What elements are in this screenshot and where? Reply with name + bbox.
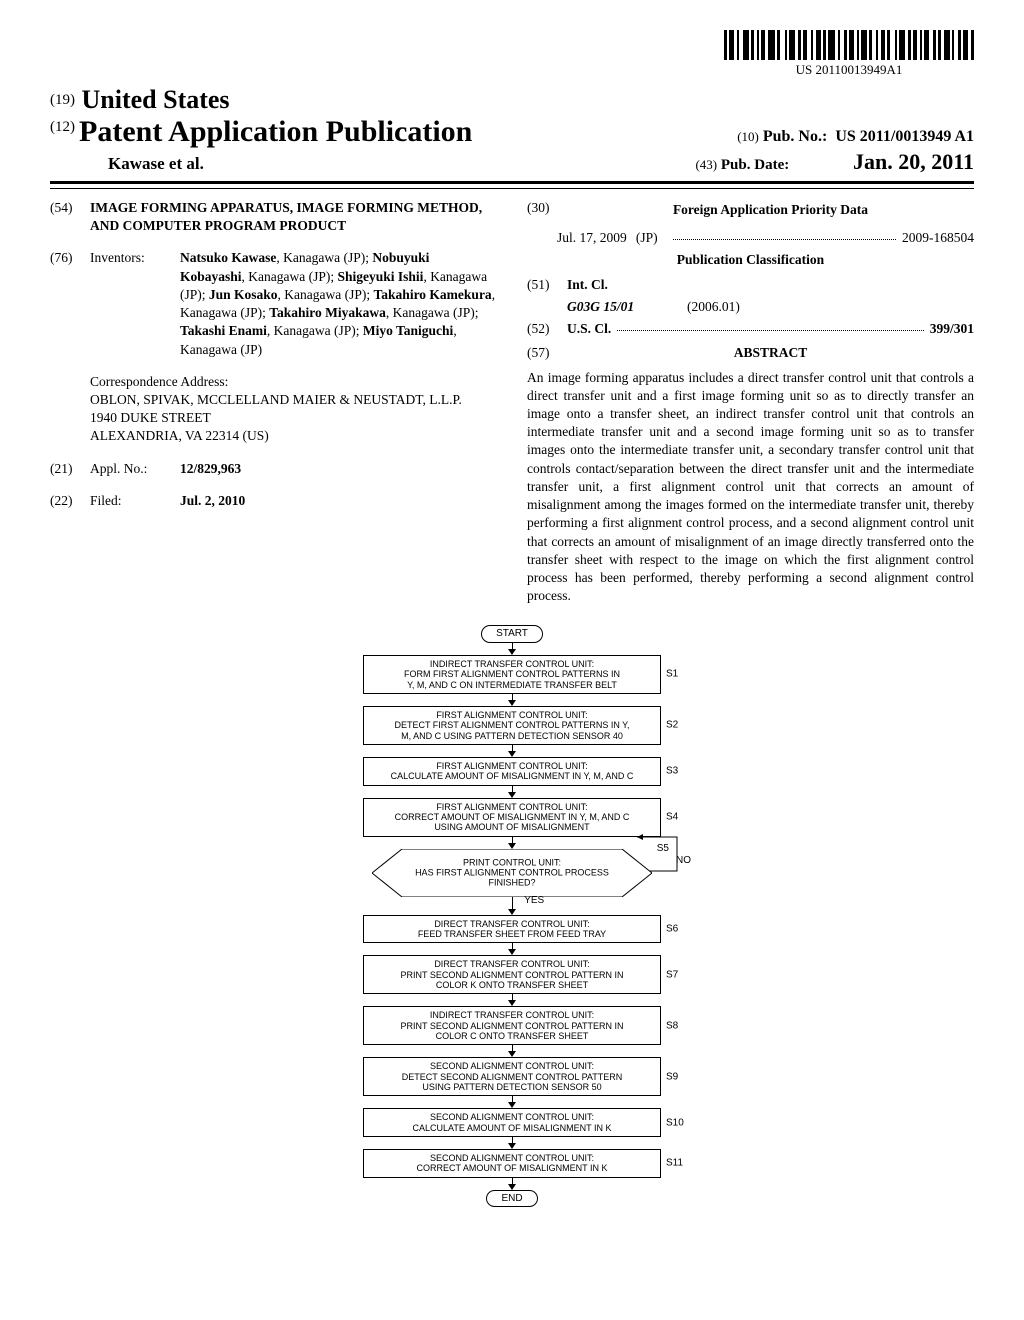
flowchart: START INDIRECT TRANSFER CONTROL UNIT: FO… bbox=[357, 625, 667, 1207]
flow-step-text: DIRECT TRANSFER CONTROL UNIT: FEED TRANS… bbox=[418, 919, 606, 939]
abstract-head: ABSTRACT bbox=[734, 345, 808, 360]
dotted-leader bbox=[673, 229, 896, 240]
applno-code: (21) bbox=[50, 460, 90, 478]
barcode-stripes bbox=[724, 30, 974, 60]
flow-step-tag: S8 bbox=[666, 1020, 678, 1032]
country: United States bbox=[82, 85, 230, 114]
rule-thin bbox=[50, 188, 974, 189]
flow-step-text: FIRST ALIGNMENT CONTROL UNIT: CALCULATE … bbox=[391, 761, 634, 781]
inventors-label: Inventors: bbox=[90, 249, 180, 358]
title-code: (54) bbox=[50, 199, 90, 235]
flow-step-s2: FIRST ALIGNMENT CONTROL UNIT: DETECT FIR… bbox=[363, 706, 661, 745]
foreign-date: Jul. 17, 2009 bbox=[557, 229, 627, 247]
flow-step-tag: S4 bbox=[666, 811, 678, 823]
correspondence-address: OBLON, SPIVAK, MCCLELLAND MAIER & NEUSTA… bbox=[90, 391, 497, 446]
foreign-cc: (JP) bbox=[627, 229, 667, 247]
flow-end: END bbox=[486, 1190, 537, 1208]
dotted-leader bbox=[617, 320, 923, 331]
flow-step-tag: S7 bbox=[666, 969, 678, 981]
flow-step-text: SECOND ALIGNMENT CONTROL UNIT: CALCULATE… bbox=[412, 1112, 611, 1132]
foreign-head: Foreign Application Priority Data bbox=[567, 201, 974, 219]
flow-step-s7: DIRECT TRANSFER CONTROL UNIT: PRINT SECO… bbox=[363, 955, 661, 994]
intcl-code: (51) bbox=[527, 276, 567, 294]
flow-step-s4: FIRST ALIGNMENT CONTROL UNIT: CORRECT AM… bbox=[363, 798, 661, 837]
intcl-label: Int. Cl. bbox=[567, 277, 608, 292]
decision-yes-label: YES bbox=[524, 895, 544, 907]
pubdate: Jan. 20, 2011 bbox=[853, 149, 974, 174]
filed-code: (22) bbox=[50, 492, 90, 510]
flow-step-tag: S1 bbox=[666, 669, 678, 681]
intcl-version: (2006.01) bbox=[687, 298, 740, 316]
abstract-text: An image forming apparatus includes a di… bbox=[527, 369, 974, 606]
inventors-code: (76) bbox=[50, 249, 90, 358]
pubno-code: (10) bbox=[737, 129, 759, 144]
decision-no-label: NO bbox=[676, 855, 691, 867]
barcode-block: US 20110013949A1 bbox=[50, 30, 974, 79]
classification-head: Publication Classification bbox=[527, 251, 974, 269]
inventors-list: Natsuko Kawase, Kanagawa (JP); Nobuyuki … bbox=[180, 249, 497, 358]
country-code: (19) bbox=[50, 92, 75, 108]
flow-step-text: SECOND ALIGNMENT CONTROL UNIT: CORRECT A… bbox=[416, 1153, 607, 1173]
flow-step-tag: S11 bbox=[666, 1158, 683, 1170]
foreign-code: (30) bbox=[527, 199, 567, 225]
filed-label: Filed: bbox=[90, 492, 180, 510]
authors: Kawase et al. bbox=[50, 154, 204, 174]
uscl-code: (52) bbox=[527, 320, 567, 338]
pubdate-code: (43) bbox=[695, 157, 717, 172]
flow-step-text: INDIRECT TRANSFER CONTROL UNIT: PRINT SE… bbox=[400, 1010, 623, 1041]
flow-step-text: DIRECT TRANSFER CONTROL UNIT: PRINT SECO… bbox=[400, 959, 623, 990]
rule-thick bbox=[50, 181, 974, 184]
flow-step-text: PRINT CONTROL UNIT: HAS FIRST ALIGNMENT … bbox=[400, 857, 624, 888]
flow-step-s10: SECOND ALIGNMENT CONTROL UNIT: CALCULATE… bbox=[363, 1108, 661, 1137]
flow-step-tag: S10 bbox=[666, 1117, 684, 1129]
flow-step-tag: S6 bbox=[666, 923, 678, 935]
applno-label: Appl. No.: bbox=[90, 460, 180, 478]
pubno-label: Pub. No.: bbox=[763, 128, 827, 145]
flow-step-tag: S3 bbox=[666, 766, 678, 778]
flow-step-s1: INDIRECT TRANSFER CONTROL UNIT: FORM FIR… bbox=[363, 655, 661, 694]
flow-step-s3: FIRST ALIGNMENT CONTROL UNIT: CALCULATE … bbox=[363, 757, 661, 786]
flow-step-text: INDIRECT TRANSFER CONTROL UNIT: FORM FIR… bbox=[404, 659, 620, 690]
flow-step-tag: S2 bbox=[666, 720, 678, 732]
invention-title: IMAGE FORMING APPARATUS, IMAGE FORMING M… bbox=[90, 199, 497, 235]
flow-step-text: FIRST ALIGNMENT CONTROL UNIT: CORRECT AM… bbox=[395, 802, 630, 833]
uscl-label: U.S. Cl. bbox=[567, 321, 611, 336]
flow-step-text: SECOND ALIGNMENT CONTROL UNIT: DETECT SE… bbox=[402, 1061, 623, 1092]
pub-kind-code: (12) bbox=[50, 119, 75, 135]
correspondence-label: Correspondence Address: bbox=[90, 373, 497, 391]
pub-kind: Patent Application Publication bbox=[79, 115, 472, 148]
uscl-value: 399/301 bbox=[930, 321, 974, 336]
flow-step-s11: SECOND ALIGNMENT CONTROL UNIT: CORRECT A… bbox=[363, 1149, 661, 1178]
flow-step-tag-s5: S5 bbox=[657, 843, 669, 855]
flow-step-s8: INDIRECT TRANSFER CONTROL UNIT: PRINT SE… bbox=[363, 1006, 661, 1045]
intcl-symbol: G03G 15/01 bbox=[567, 299, 634, 314]
pubno: US 2011/0013949 A1 bbox=[835, 128, 974, 145]
flow-step-s9: SECOND ALIGNMENT CONTROL UNIT: DETECT SE… bbox=[363, 1057, 661, 1096]
abstract-code: (57) bbox=[527, 344, 567, 362]
flow-decision-s5: PRINT CONTROL UNIT: HAS FIRST ALIGNMENT … bbox=[372, 849, 652, 897]
flow-step-text: FIRST ALIGNMENT CONTROL UNIT: DETECT FIR… bbox=[394, 710, 629, 741]
foreign-appno: 2009-168504 bbox=[902, 229, 974, 247]
flow-step-s6: DIRECT TRANSFER CONTROL UNIT: FEED TRANS… bbox=[363, 915, 661, 944]
filed-date: Jul. 2, 2010 bbox=[180, 493, 245, 508]
barcode-number: US 20110013949A1 bbox=[724, 62, 974, 78]
applno: 12/829,963 bbox=[180, 461, 241, 476]
flow-step-tag: S9 bbox=[666, 1071, 678, 1083]
flow-start: START bbox=[481, 625, 543, 643]
pubdate-label: Pub. Date: bbox=[721, 157, 789, 173]
